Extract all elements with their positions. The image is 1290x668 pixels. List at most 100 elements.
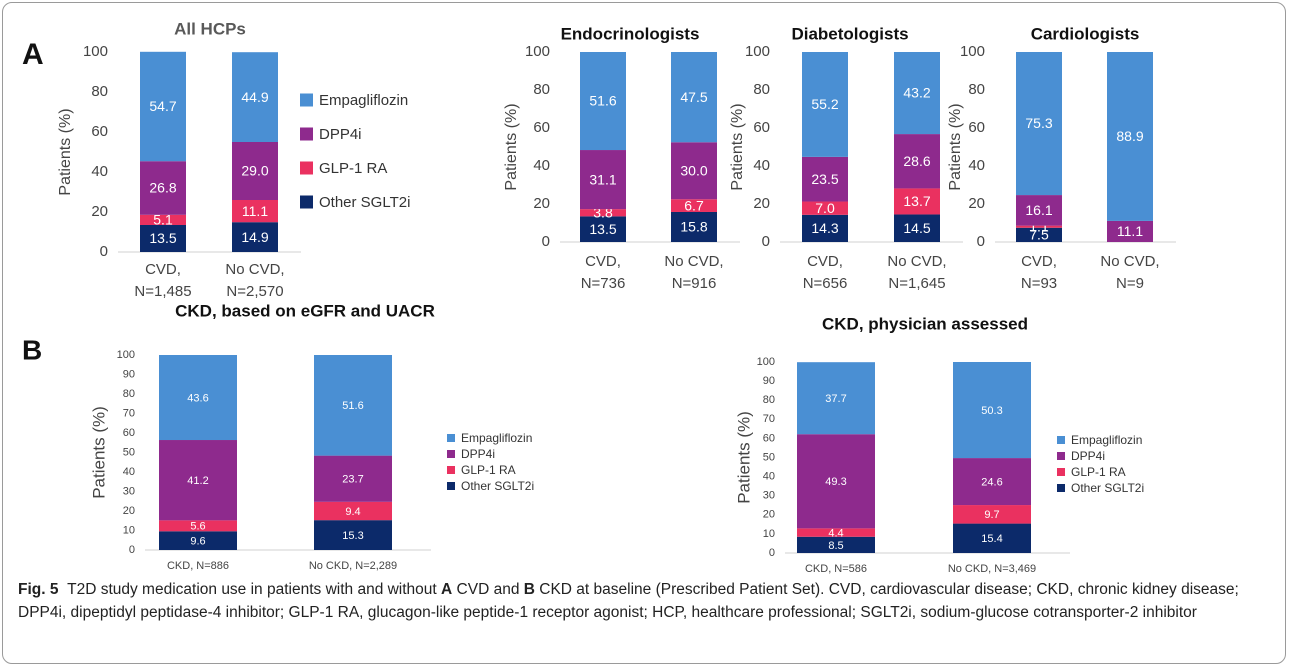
legend-label: Empagliflozin [1071,433,1142,447]
x-tick-label: N=916 [672,275,717,292]
data-label: 41.2 [187,475,208,487]
y-axis-label: Patients (%) [57,108,74,195]
y-tick-label: 50 [763,451,775,463]
y-tick-label: 10 [763,528,775,540]
y-axis-label: Patients (%) [947,103,964,190]
bar-segment [894,214,940,242]
y-tick-label: 100 [83,43,108,60]
legend-swatch [300,127,313,141]
caption-text: CKD at baseline (Prescribed Patient Set)… [18,581,1239,621]
bar-segment [580,209,626,217]
y-tick-label: 30 [123,485,135,497]
data-label: 5.1 [153,212,173,228]
legend-label: Other SGLT2i [1071,481,1144,495]
legend-label: DPP4i [319,126,362,143]
legend-swatch [447,434,455,442]
data-label: 5.6 [190,521,205,533]
data-label: 43.6 [187,392,208,404]
y-tick-label: 0 [100,243,108,260]
x-tick-label: CKD, N=586 [805,563,867,575]
y-tick-label: 20 [763,509,775,521]
data-label: 11.1 [1117,223,1143,239]
y-tick-label: 70 [763,413,775,425]
y-tick-label: 40 [968,157,985,174]
data-label: 14.5 [903,220,930,236]
y-tick-label: 60 [753,119,770,136]
y-tick-label: 0 [542,233,550,250]
legend-swatch [300,93,313,107]
bar-segment [140,214,186,225]
data-label: 31.1 [589,171,616,187]
caption: Fig. 5 T2D study medication use in patie… [18,578,1273,624]
data-label: 16.1 [1025,202,1052,218]
data-label: 88.9 [1116,128,1143,144]
data-label: 37.7 [825,393,846,405]
y-tick-label: 80 [763,394,775,406]
bar-segment [953,505,1031,524]
y-tick-label: 20 [533,195,550,212]
y-tick-label: 40 [123,466,135,478]
legend-swatch [1057,484,1065,492]
legend-swatch [300,161,313,175]
data-label: 24.6 [981,476,1002,488]
caption-text: CVD and [452,581,524,598]
y-tick-label: 80 [91,83,108,100]
x-tick-label: No CVD, [664,253,723,270]
bar-segment [159,520,237,532]
bar-segment [894,52,940,135]
y-tick-label: 40 [533,157,550,174]
bar-segment [802,214,848,242]
y-tick-label: 20 [968,195,985,212]
bar-segment [140,161,186,215]
legend-swatch [1057,452,1065,460]
bar-segment [159,440,237,521]
bar-segment [159,355,237,441]
y-tick-label: 80 [753,81,770,98]
chart-title: All HCPs [174,19,246,38]
data-label: 23.7 [342,474,363,486]
data-label: 11.1 [242,203,268,219]
legend-label: Empagliflozin [461,431,532,445]
y-tick-label: 20 [753,195,770,212]
data-label: 13.7 [903,193,930,209]
y-tick-label: 80 [968,81,985,98]
data-label: 44.9 [241,89,268,105]
data-label: 4.4 [828,527,843,539]
bar-segment [232,222,278,252]
bar-segment [140,51,186,162]
legend-swatch [300,195,313,209]
data-label: 7.0 [815,200,835,216]
data-label: 7.5 [1029,227,1049,243]
y-tick-label: 50 [123,446,135,458]
bar-segment [671,199,717,212]
bar-segment [1016,225,1062,228]
y-axis-label: Patients (%) [734,411,753,504]
y-axis-label: Patients (%) [89,406,108,499]
data-label: 49.3 [825,476,846,488]
legend-swatch [447,466,455,474]
data-label: 13.5 [149,230,176,246]
x-tick-label: N=9 [1116,275,1144,292]
bar-segment [894,134,940,189]
legend-label: GLP-1 RA [461,463,516,477]
y-tick-label: 60 [91,123,108,140]
y-tick-label: 60 [763,432,775,444]
data-label: 55.2 [811,96,838,112]
bar-segment [580,216,626,242]
chart-title: Endocrinologists [561,24,700,43]
legend-swatch [1057,468,1065,476]
chart-title: Diabetologists [791,24,908,43]
bar-segment [671,52,717,143]
data-label: 28.6 [903,153,930,169]
y-tick-label: 60 [123,427,135,439]
caption-panel: B [523,581,535,598]
data-label: 14.9 [241,229,268,245]
bar-segment [953,458,1031,506]
y-tick-label: 90 [763,375,775,387]
data-label: 51.6 [342,400,363,412]
data-label: 47.5 [680,89,707,105]
bar-segment [1016,227,1062,242]
legend-swatch [1057,436,1065,444]
bar-segment [802,201,848,215]
bar-segment [314,520,392,550]
